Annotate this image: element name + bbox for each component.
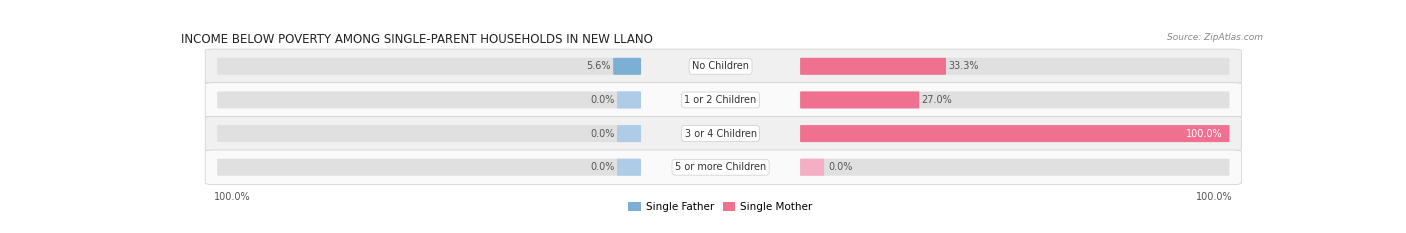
FancyBboxPatch shape (217, 58, 641, 75)
FancyBboxPatch shape (617, 125, 641, 142)
Text: 0.0%: 0.0% (591, 95, 614, 105)
Text: INCOME BELOW POVERTY AMONG SINGLE-PARENT HOUSEHOLDS IN NEW LLANO: INCOME BELOW POVERTY AMONG SINGLE-PARENT… (181, 33, 652, 46)
Text: No Children: No Children (692, 61, 749, 71)
FancyBboxPatch shape (205, 49, 1241, 84)
FancyBboxPatch shape (205, 150, 1241, 185)
Text: 33.3%: 33.3% (948, 61, 979, 71)
Text: Source: ZipAtlas.com: Source: ZipAtlas.com (1167, 33, 1263, 42)
FancyBboxPatch shape (800, 159, 1229, 176)
FancyBboxPatch shape (800, 159, 824, 176)
FancyBboxPatch shape (205, 83, 1241, 117)
Text: 100.0%: 100.0% (214, 192, 250, 202)
FancyBboxPatch shape (800, 91, 920, 108)
FancyBboxPatch shape (617, 159, 641, 176)
FancyBboxPatch shape (800, 58, 1229, 75)
FancyBboxPatch shape (217, 91, 641, 108)
Text: 100.0%: 100.0% (1197, 192, 1233, 202)
Text: 5.6%: 5.6% (586, 61, 612, 71)
Legend: Single Father, Single Mother: Single Father, Single Mother (624, 198, 817, 216)
FancyBboxPatch shape (613, 58, 641, 75)
FancyBboxPatch shape (217, 125, 641, 142)
FancyBboxPatch shape (217, 159, 641, 176)
FancyBboxPatch shape (800, 58, 946, 75)
Text: 27.0%: 27.0% (921, 95, 952, 105)
Text: 5 or more Children: 5 or more Children (675, 162, 766, 172)
FancyBboxPatch shape (800, 125, 1229, 142)
Text: 1 or 2 Children: 1 or 2 Children (685, 95, 756, 105)
FancyBboxPatch shape (617, 91, 641, 108)
FancyBboxPatch shape (205, 116, 1241, 151)
Text: 0.0%: 0.0% (828, 162, 853, 172)
FancyBboxPatch shape (800, 125, 1229, 142)
Text: 3 or 4 Children: 3 or 4 Children (685, 129, 756, 139)
Text: 0.0%: 0.0% (591, 162, 614, 172)
FancyBboxPatch shape (800, 91, 1229, 108)
Text: 0.0%: 0.0% (591, 129, 614, 139)
Text: 100.0%: 100.0% (1187, 129, 1223, 139)
